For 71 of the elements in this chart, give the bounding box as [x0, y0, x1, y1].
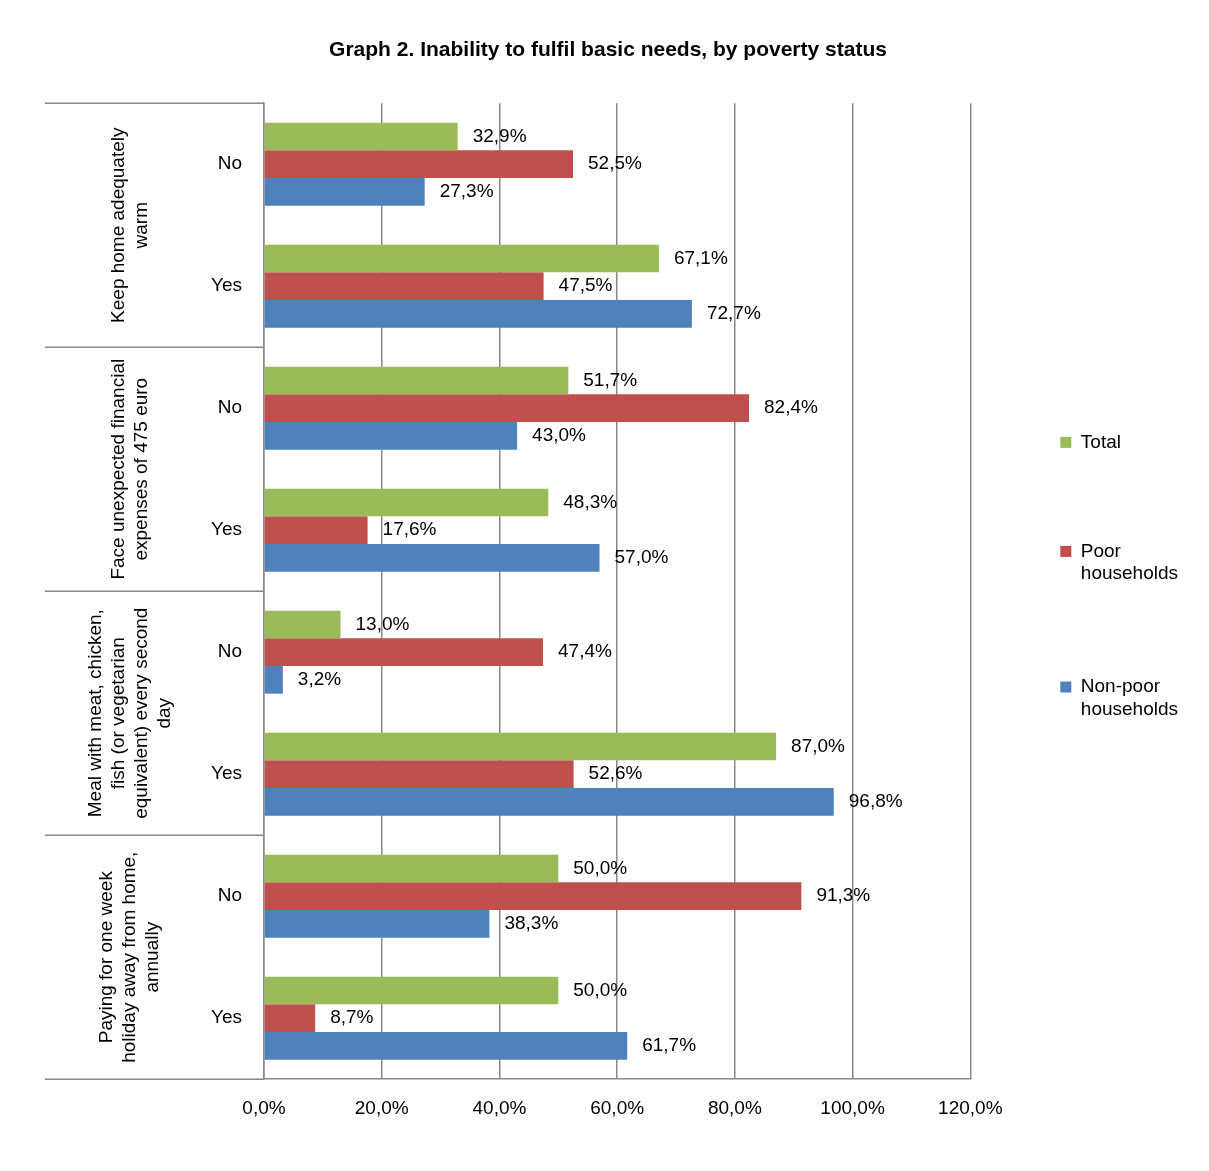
y-tick-label: Yes [211, 274, 242, 296]
text: Keep home adequately warm [106, 126, 151, 323]
y-tick-label: No [217, 884, 242, 906]
bar [264, 366, 569, 395]
legend-label: Poor households [1080, 539, 1179, 584]
x-tick-label: 80,0% [707, 1096, 762, 1118]
data-label: 50,0% [573, 978, 628, 1000]
data-label: 17,6% [382, 518, 437, 540]
data-label: 48,3% [563, 490, 618, 512]
bar [264, 178, 425, 206]
bar [264, 638, 543, 667]
y-tick-label: Yes [211, 1006, 242, 1028]
data-label: 57,0% [614, 546, 669, 568]
x-tick-label: 100,0% [820, 1096, 885, 1118]
data-label: 47,5% [558, 274, 613, 296]
bar [264, 854, 559, 883]
x-tick-label: 0,0% [242, 1096, 286, 1118]
bar [264, 272, 544, 301]
y-tick-label: No [217, 152, 242, 174]
data-label: 72,7% [706, 302, 761, 324]
bar [264, 610, 341, 639]
data-label: 87,0% [791, 734, 846, 756]
text: Meal with meat, chicken, fish (or vegetarian equivalent) every second day [83, 607, 174, 819]
data-label: 91,3% [816, 884, 871, 906]
bar [264, 732, 777, 761]
bar [264, 544, 600, 572]
data-label: 82,4% [764, 396, 818, 418]
bar [264, 244, 659, 273]
legend-label: Non-poor households [1080, 675, 1179, 720]
bar [264, 422, 518, 450]
data-label: 51,7% [583, 368, 638, 390]
y-tick-label: No [217, 640, 242, 662]
data-label: 52,6% [588, 762, 643, 784]
data-label: 67,1% [673, 246, 728, 268]
bar [264, 1004, 316, 1033]
data-label: 27,3% [439, 180, 494, 202]
legend-label: Total [1080, 430, 1121, 452]
bar [264, 1032, 628, 1060]
data-label: 3,2% [297, 668, 342, 690]
bar [264, 300, 692, 328]
data-label: 61,7% [642, 1034, 697, 1056]
bar [264, 122, 458, 151]
x-tick-label: 60,0% [590, 1096, 645, 1118]
data-label: 50,0% [573, 856, 628, 878]
data-label: 32,9% [472, 124, 527, 146]
data-label: 47,4% [557, 640, 612, 662]
y-tick-label: Yes [211, 518, 242, 540]
bar [264, 394, 749, 423]
text: Face unexpected financial expenses of 475 euro [106, 358, 151, 580]
data-label: 38,3% [504, 912, 559, 934]
bar [264, 976, 559, 1005]
bar [264, 150, 574, 179]
x-tick-label: 120,0% [938, 1096, 1003, 1118]
chart-title: Graph 2. Inability to fulfil basic needs, by poverty status [329, 37, 887, 61]
bar [264, 910, 490, 938]
bar [264, 488, 549, 517]
data-label: 52,5% [588, 152, 642, 174]
data-label: 13,0% [355, 612, 410, 634]
x-tick-label: 40,0% [472, 1096, 527, 1118]
text: Paying for one week holiday away from home, annually [95, 851, 163, 1063]
x-tick-label: 20,0% [354, 1096, 409, 1118]
bar [264, 882, 802, 911]
bar [264, 516, 368, 545]
data-label: 43,0% [532, 424, 587, 446]
data-label: 8,7% [330, 1006, 374, 1028]
y-tick-label: No [217, 396, 242, 418]
y-tick-label: Yes [211, 762, 242, 784]
bar [264, 666, 283, 694]
bar [264, 788, 834, 816]
data-label: 96,8% [848, 790, 903, 812]
bar [264, 760, 574, 789]
